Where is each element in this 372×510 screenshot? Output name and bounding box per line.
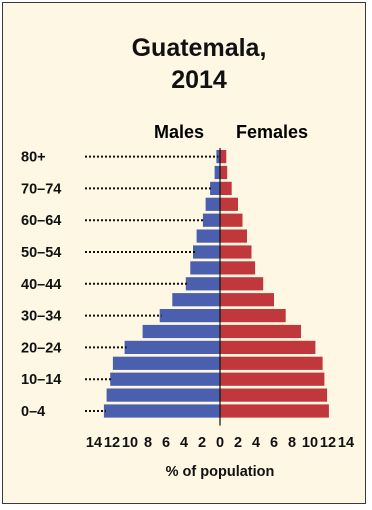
bar-male-30–34 xyxy=(159,309,220,323)
x-tick-label: 4 xyxy=(252,435,260,451)
legend-males: Males xyxy=(154,122,204,142)
bar-female-10–14 xyxy=(220,372,325,386)
x-tick-label: 12 xyxy=(104,435,120,451)
bar-male-60–64 xyxy=(202,213,220,227)
bar-female-0–4 xyxy=(220,404,329,418)
bar-female-45–49 xyxy=(220,261,256,275)
bar-female-30–34 xyxy=(220,309,286,323)
bar-male-55–59 xyxy=(196,229,220,243)
x-tick-label: 10 xyxy=(302,435,318,451)
bar-female-25–29 xyxy=(220,324,301,339)
bar-female-5–9 xyxy=(220,388,328,402)
bars-group xyxy=(103,150,329,418)
bar-female-40–44 xyxy=(220,277,264,291)
bar-male-35–39 xyxy=(172,293,220,307)
age-labels-group: 0–4 10–14 20–24 30–34 40–44 50–54 60–64 70–74 80… xyxy=(21,150,219,420)
age-label-10–14: 10–14 xyxy=(21,372,61,388)
bar-female-55–59 xyxy=(220,229,247,243)
chart-title-line-1: Guatemala, xyxy=(132,34,267,62)
age-label-30–34: 30–34 xyxy=(21,309,61,325)
bar-male-75–79 xyxy=(214,165,220,180)
bar-male-15–19 xyxy=(112,356,220,370)
x-tick-label: 10 xyxy=(122,435,138,451)
x-tick-label: 14 xyxy=(86,435,102,451)
bar-female-35–39 xyxy=(220,293,274,307)
age-label-70–74: 70–74 xyxy=(21,181,61,197)
legend-females: Females xyxy=(236,122,308,142)
population-pyramid-chart: Guatemala, 2014 Males Females 0–410–1420… xyxy=(21,34,354,480)
bar-male-0–4 xyxy=(103,404,220,418)
bar-female-70–74 xyxy=(220,181,232,195)
bar-female-50–54 xyxy=(220,245,252,259)
x-tick-label: 12 xyxy=(320,435,336,451)
x-tick-label: 2 xyxy=(234,435,242,451)
x-tick-labels-group: 14 12 10 8 6 4 2 0 2 4 6 8 10 12 14 xyxy=(86,148,354,451)
x-axis-label: % of population xyxy=(166,464,275,480)
x-tick-label: 4 xyxy=(180,435,188,451)
bar-male-10–14 xyxy=(110,372,220,386)
bar-female-80+ xyxy=(220,150,227,164)
age-label-80+: 80+ xyxy=(21,150,46,166)
chart-figure: Guatemala, 2014 Males Females 0–4 10–14 20… xyxy=(2,2,366,504)
bar-male-20–24 xyxy=(124,340,220,354)
chart-title-line-2: 2014 xyxy=(171,66,227,94)
bar-male-5–9 xyxy=(106,388,220,402)
x-tick-label: 2 xyxy=(198,435,206,451)
bar-female-60–64 xyxy=(220,213,243,227)
age-label-20–24: 20–24 xyxy=(21,340,61,356)
bar-male-25–29 xyxy=(142,324,220,339)
x-tick-label: 8 xyxy=(288,435,296,451)
x-tick-label: 8 xyxy=(144,435,152,451)
age-label-0–4: 0–4 xyxy=(21,404,45,420)
bar-male-50–54 xyxy=(193,245,220,259)
x-tick-label: 6 xyxy=(162,435,170,451)
age-label-50–54: 50–54 xyxy=(21,245,61,261)
x-tick-label: 14 xyxy=(338,435,354,451)
bar-male-65–69 xyxy=(205,197,220,211)
bar-female-75–79 xyxy=(220,165,228,180)
bar-female-65–69 xyxy=(220,197,238,211)
bar-male-45–49 xyxy=(190,261,220,275)
x-tick-label: 0 xyxy=(216,435,224,451)
age-label-60–64: 60–64 xyxy=(21,213,61,229)
x-tick-label: 6 xyxy=(270,435,278,451)
bar-female-20–24 xyxy=(220,340,316,354)
bar-male-70–74 xyxy=(210,181,220,195)
bar-female-15–19 xyxy=(220,356,323,370)
bar-male-40–44 xyxy=(185,277,220,291)
age-label-40–44: 40–44 xyxy=(21,277,61,293)
